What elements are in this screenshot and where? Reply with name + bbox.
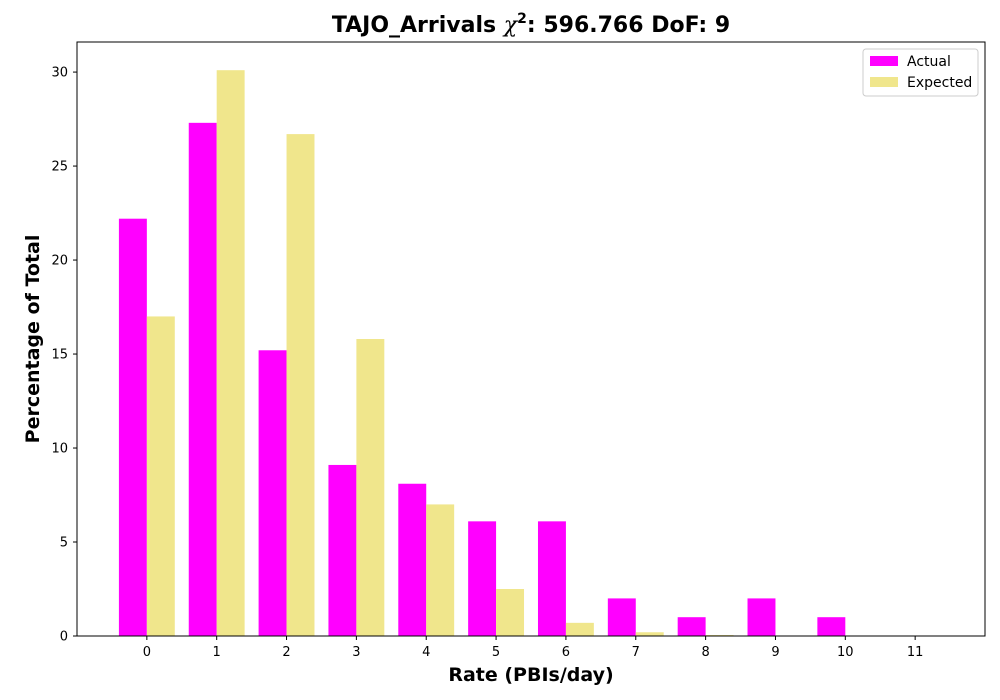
bar-expected-5 (496, 589, 525, 636)
x-tick-label: 9 (771, 645, 779, 660)
bar-actual-6 (537, 521, 566, 636)
bar-actual-1 (188, 122, 217, 636)
bar-actual-10 (817, 617, 846, 636)
bar-expected-1 (216, 70, 245, 636)
bar-actual-5 (468, 521, 497, 636)
bar-actual-3 (328, 464, 357, 636)
x-tick-label: 5 (492, 645, 500, 660)
x-tick-label: 6 (562, 645, 570, 660)
bar-actual-8 (677, 617, 706, 636)
y-tick-label: 25 (51, 160, 68, 175)
bar-actual-9 (747, 598, 776, 636)
bars-layer (118, 70, 846, 637)
x-tick-label: 0 (143, 645, 151, 660)
bar-actual-7 (607, 598, 636, 636)
x-tick-label: 8 (701, 645, 709, 660)
bar-actual-0 (118, 218, 147, 636)
x-axis-label: Rate (PBIs/day) (448, 664, 613, 686)
x-tick-label: 7 (632, 645, 640, 660)
x-tick-label: 10 (837, 645, 854, 660)
bar-expected-7 (635, 632, 664, 636)
bar-actual-4 (398, 483, 427, 636)
bar-expected-6 (565, 622, 594, 636)
bar-expected-0 (146, 316, 175, 636)
plot-frame (76, 41, 986, 637)
legend: Actual Expected (862, 48, 979, 97)
x-tick-label: 3 (352, 645, 360, 660)
y-axis-ticks: 0 5 10 15 20 25 30 (51, 66, 77, 645)
legend-swatch-actual (870, 56, 898, 66)
y-tick-label: 15 (51, 348, 68, 363)
y-tick-label: 0 (60, 630, 68, 645)
x-tick-label: 1 (213, 645, 221, 660)
y-tick-label: 30 (51, 66, 68, 81)
y-tick-label: 20 (51, 254, 68, 269)
bar-expected-3 (356, 339, 385, 636)
y-tick-label: 5 (60, 536, 68, 551)
legend-label-actual: Actual (907, 54, 951, 70)
y-tick-label: 10 (51, 442, 68, 457)
bar-expected-4 (426, 504, 455, 636)
bar-actual-2 (258, 350, 287, 636)
legend-label-expected: Expected (907, 75, 972, 91)
bar-expected-2 (286, 134, 315, 637)
x-tick-label: 11 (907, 645, 924, 660)
x-axis-ticks: 0 1 2 3 4 5 6 7 8 9 10 11 (143, 636, 924, 660)
x-tick-label: 2 (282, 645, 290, 660)
legend-swatch-expected (870, 77, 898, 87)
x-tick-label: 4 (422, 645, 430, 660)
chart-title: TAJO_Arrivals χ2: 596.766 DoF: 9 (332, 11, 730, 38)
y-axis-label: Percentage of Total (22, 235, 44, 444)
